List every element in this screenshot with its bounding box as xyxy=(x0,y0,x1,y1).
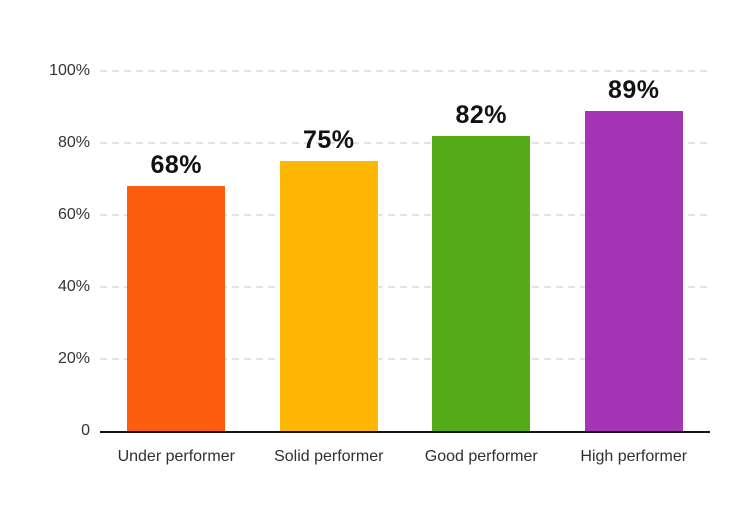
y-tick-label: 0 xyxy=(81,422,90,439)
bar xyxy=(584,110,683,431)
x-tick-label: Solid performer xyxy=(274,448,384,465)
gridline xyxy=(100,286,710,288)
y-tick-label: 80% xyxy=(57,134,90,151)
bar-slot: 68% xyxy=(100,71,253,431)
gridline xyxy=(100,142,710,144)
y-tick-label: 40% xyxy=(57,278,90,295)
bar-slot: 89% xyxy=(558,71,711,431)
x-axis-labels: Under performer Solid performer Good perfo… xyxy=(100,446,710,468)
gridline xyxy=(100,214,710,216)
bar-value-label: 68% xyxy=(150,151,203,180)
plot-area: 68% 75% 82% 89% xyxy=(100,70,711,433)
x-tick-label: Good performer xyxy=(424,448,538,465)
bar-slot: 82% xyxy=(405,71,558,431)
gridline xyxy=(100,70,710,72)
bar-slot: 75% xyxy=(253,71,406,431)
x-axis-line xyxy=(100,431,710,433)
y-tick-label: 100% xyxy=(49,62,90,79)
bar-value-label: 75% xyxy=(302,126,355,154)
x-tick-label: High performer xyxy=(580,448,688,465)
bar xyxy=(279,161,378,431)
bar xyxy=(127,186,226,431)
y-tick-label: 60% xyxy=(57,206,90,223)
bar xyxy=(432,135,531,431)
bar-value-label: 89% xyxy=(607,75,660,104)
bar-value-label: 82% xyxy=(455,100,508,129)
x-tick-label: Under performer xyxy=(117,448,235,465)
gridline xyxy=(100,358,710,360)
y-tick-label: 20% xyxy=(57,350,90,367)
